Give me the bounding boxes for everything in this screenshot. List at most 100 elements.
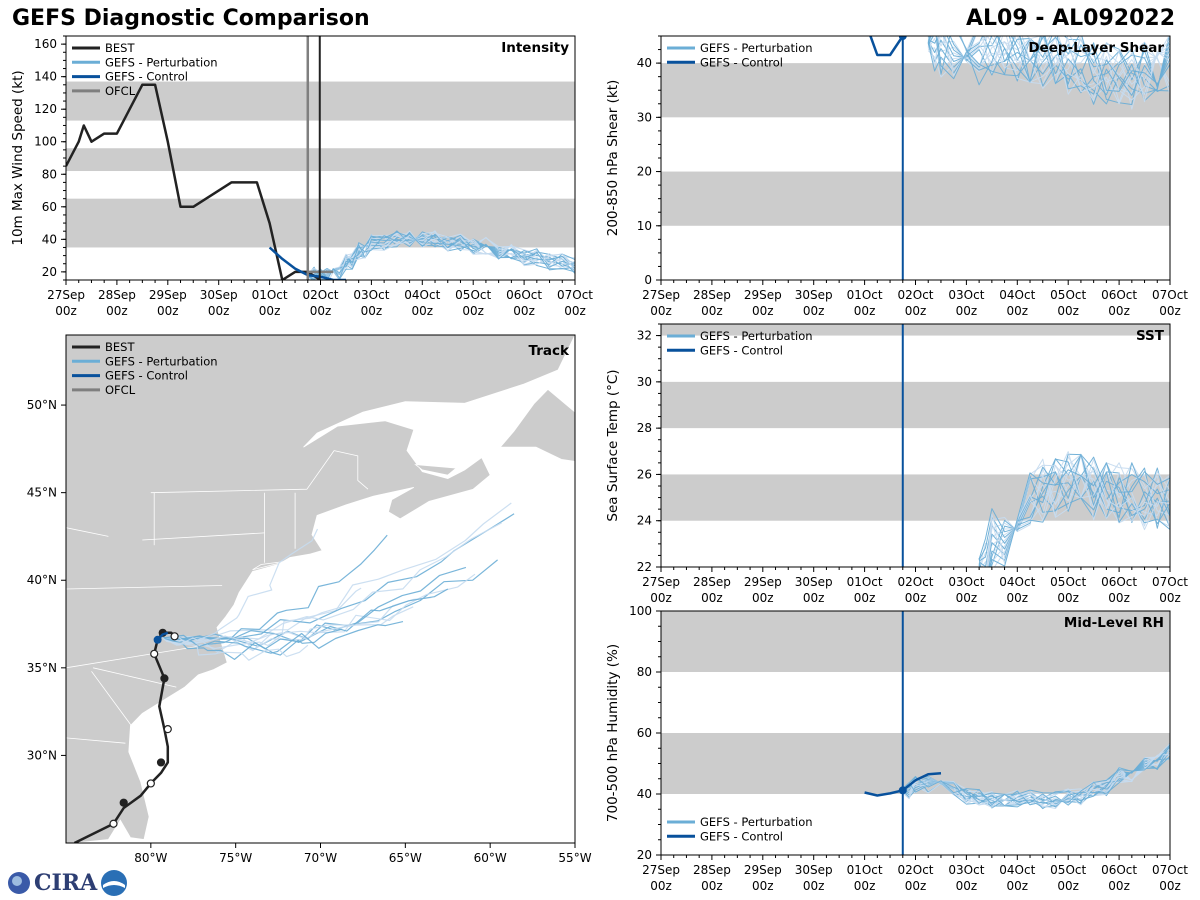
legend-label-perturbation: GEFS - Perturbation xyxy=(700,329,813,343)
panel-title: SST xyxy=(1136,328,1165,344)
perturbation-member-line xyxy=(927,36,1170,83)
x-tick-sublabel: 00z xyxy=(412,304,434,318)
panel-title: Track xyxy=(529,343,570,359)
x-tick-sublabel: 00z xyxy=(1057,879,1079,893)
y-tick-label: 20 xyxy=(637,165,652,179)
land-newfoundland xyxy=(499,388,575,462)
cira-logo: CIRA xyxy=(6,868,129,898)
x-tick-sublabel: 00z xyxy=(956,879,978,893)
x-tick-label: 27Sep xyxy=(642,575,680,589)
legend-label-perturbation: GEFS - Perturbation xyxy=(700,815,813,829)
x-tick-label: 02Oct xyxy=(897,575,933,589)
x-tick-label: 03Oct xyxy=(948,575,984,589)
perturbation-track-line xyxy=(162,534,388,641)
x-tick-label: 02Oct xyxy=(897,288,933,302)
x-tick-label: 27Sep xyxy=(47,288,85,302)
perturbation-member-line xyxy=(942,36,1170,101)
x-tick-label: 28Sep xyxy=(693,575,731,589)
lat-tick-label: 35°N xyxy=(27,661,57,675)
y-tick-label: 24 xyxy=(637,514,652,528)
x-tick-sublabel: 00z xyxy=(854,879,876,893)
legend-label-perturbation: GEFS - Perturbation xyxy=(700,41,813,55)
lon-tick-label: 65°W xyxy=(389,851,422,865)
perturbation-member-line xyxy=(927,36,1170,96)
best-track-marker xyxy=(163,725,172,734)
best-track-marker xyxy=(156,758,166,767)
x-tick-sublabel: 00z xyxy=(513,304,535,318)
land-mainland xyxy=(66,335,575,843)
x-tick-sublabel: 00z xyxy=(905,591,927,605)
y-axis-label: 200-850 hPa Shear (kt) xyxy=(605,80,621,237)
lat-tick-label: 30°N xyxy=(27,748,57,762)
x-tick-label: 29Sep xyxy=(744,288,782,302)
x-tick-sublabel: 00z xyxy=(956,591,978,605)
x-tick-label: 05Oct xyxy=(1050,863,1086,877)
y-tick-label: 30 xyxy=(637,375,652,389)
perturbation-track-line xyxy=(162,621,404,654)
land-island xyxy=(414,464,458,476)
x-tick-label: 06Oct xyxy=(506,288,542,302)
perturbation-member-line xyxy=(927,36,1170,105)
init-marker xyxy=(898,36,907,40)
lon-tick-label: 75°W xyxy=(219,851,252,865)
legend-label-control: GEFS - Control xyxy=(700,829,783,843)
x-tick-sublabel: 00z xyxy=(1057,304,1079,318)
x-tick-label: 07Oct xyxy=(1152,575,1188,589)
perturbation-member-line xyxy=(927,36,1170,103)
perturbation-member-line xyxy=(986,464,1170,567)
page-title: GEFS Diagnostic Comparison xyxy=(12,6,370,31)
perturbation-member-line xyxy=(927,36,1170,105)
x-tick-label: 05Oct xyxy=(455,288,491,302)
chart-mid-level-rh: 20 40 60 80 100 27Sep 00z 28Sep 00z 29Sep 00z 30Sep… xyxy=(605,604,1188,893)
x-tick-sublabel: 00z xyxy=(361,304,383,318)
chart-track: 80°W 75°W 70°W 65°W 60°W 55°W 30°N 35°N 40°N 45°N… xyxy=(27,334,592,865)
best-track-marker xyxy=(160,674,169,683)
perturbation-member-line xyxy=(307,233,575,280)
y-tick-label: 30 xyxy=(637,110,652,124)
y-tick-label: 10 xyxy=(637,219,652,233)
x-tick-label: 27Sep xyxy=(642,863,680,877)
x-tick-sublabel: 00z xyxy=(803,304,825,318)
x-tick-label: 07Oct xyxy=(557,288,593,302)
x-tick-label: 06Oct xyxy=(1101,575,1137,589)
x-tick-label: 04Oct xyxy=(999,863,1035,877)
border-line xyxy=(142,532,265,541)
y-tick-label: 100 xyxy=(34,135,57,149)
chart-deep-layer-shear: 0 10 20 30 40 27Sep 00z 28Sep 00z 29Sep 00z 30Sep 00… xyxy=(605,35,1188,318)
best-track-marker xyxy=(170,632,179,641)
land-long-island xyxy=(252,560,289,571)
chart-sst: 22 24 26 28 30 32 27Sep 00z 28Sep 00z 29Sep 00z 30Se… xyxy=(605,323,1188,605)
x-tick-sublabel: 00z xyxy=(701,879,723,893)
axes-frame xyxy=(660,323,1171,568)
perturbation-member-line xyxy=(978,453,1170,562)
legend-label-perturbation: GEFS - Perturbation xyxy=(105,354,218,368)
perturbation-member-line xyxy=(978,462,1170,567)
plot-area-mid-level-rh xyxy=(661,611,1170,855)
perturbation-member-line xyxy=(307,231,575,280)
y-tick-label: 140 xyxy=(34,70,57,84)
y-tick-label: 32 xyxy=(637,329,652,343)
x-tick-sublabel: 00z xyxy=(752,304,774,318)
x-tick-label: 04Oct xyxy=(404,288,440,302)
init-marker xyxy=(898,786,907,795)
y-tick-label: 26 xyxy=(637,467,652,481)
border-line xyxy=(66,737,126,744)
x-tick-sublabel: 00z xyxy=(259,304,281,318)
x-tick-label: 29Sep xyxy=(744,575,782,589)
x-tick-sublabel: 00z xyxy=(701,304,723,318)
x-tick-sublabel: 00z xyxy=(1159,304,1181,318)
perturbation-member-line xyxy=(927,36,1170,88)
legend-label-control: GEFS - Control xyxy=(105,70,188,84)
x-tick-label: 02Oct xyxy=(302,288,338,302)
y-tick-label: 0 xyxy=(644,273,652,287)
x-tick-sublabel: 00z xyxy=(752,879,774,893)
y-tick-label: 80 xyxy=(42,167,57,181)
perturbation-member-line xyxy=(307,233,575,280)
x-tick-sublabel: 00z xyxy=(462,304,484,318)
x-tick-label: 01Oct xyxy=(252,288,288,302)
perturbation-member-line xyxy=(993,454,1170,567)
x-tick-sublabel: 00z xyxy=(854,591,876,605)
x-tick-label: 06Oct xyxy=(1101,863,1137,877)
x-tick-sublabel: 00z xyxy=(1007,304,1029,318)
